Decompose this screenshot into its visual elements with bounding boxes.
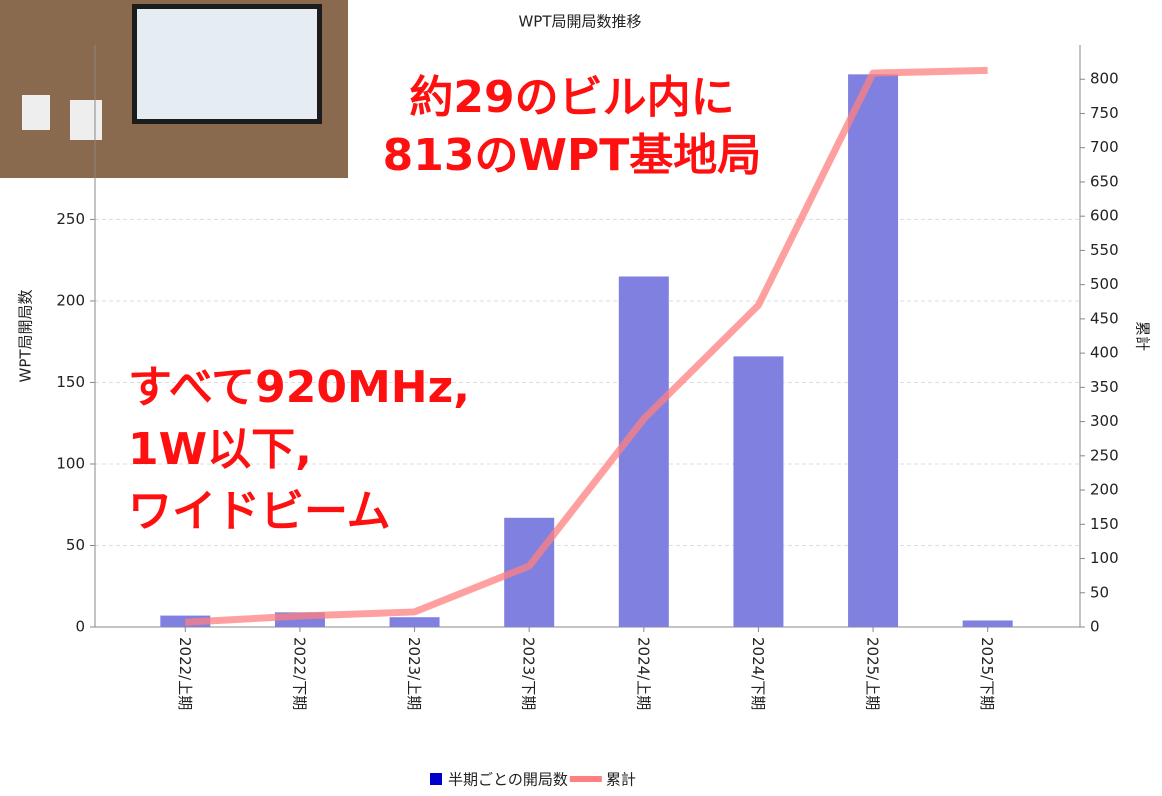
y2-tick-label: 650 [1090,172,1119,190]
y2-tick-label: 400 [1090,344,1119,362]
annotation: 約29のビル内に [409,72,734,123]
x-tick-label: 2025/下期 [978,637,996,710]
y-axis-label: WPT局開局数 [17,289,35,382]
x-tick-label: 2022/上期 [176,637,194,710]
annotation: 813のWPT基地局 [383,130,762,181]
y-tick-label: 0 [75,618,85,636]
y2-tick-label: 200 [1090,481,1119,499]
y2-tick-label: 600 [1090,207,1119,225]
photo-device [70,100,102,140]
legend-label: 半期ごとの開局数 [448,771,568,789]
bar [848,74,898,627]
y-tick-label: 200 [56,291,85,309]
y-tick-label: 50 [66,536,85,554]
y2-tick-label: 750 [1090,104,1119,122]
page: WPT局開局数推移 WPT局開局数 累計 0 50 100 150 200 250 0 50 1… [0,0,1162,796]
bar [963,620,1013,627]
y2-tick-label: 150 [1090,515,1119,533]
y-tick-label: 150 [56,373,85,391]
y2-axis-label: 累計 [1134,321,1152,351]
y2-tick-label: 350 [1090,378,1119,396]
y2-tick-label: 250 [1090,446,1119,464]
x-tick-label: 2025/上期 [864,637,882,710]
y2-tick-label: 550 [1090,241,1119,259]
y2-tick-label: 800 [1090,70,1119,88]
bar [619,276,669,627]
x-tick-label: 2022/下期 [290,637,308,710]
y2-tick-label: 100 [1090,549,1119,567]
photo-screen [137,9,317,119]
x-tick-label: 2024/上期 [634,637,652,710]
x-tick-label: 2023/上期 [405,637,423,710]
x-tick-label: 2023/下期 [520,637,538,710]
y2-tick-label: 50 [1090,583,1109,601]
y-tick-label: 250 [56,210,85,228]
y2-tick-label: 0 [1090,618,1100,636]
photo [0,0,348,178]
bar [390,617,440,627]
annotation: すべて920MHz, [128,362,470,413]
legend-label: 累計 [606,771,636,789]
x-tick-label: 2024/下期 [749,637,767,710]
chart-title: WPT局開局数推移 [518,13,641,31]
photo-device [22,95,50,130]
y2-tick-label: 700 [1090,138,1119,156]
legend-swatch [430,773,442,785]
chart: WPT局開局数推移 WPT局開局数 累計 0 50 100 150 200 250 0 50 1… [0,0,1162,792]
y2-tick-label: 500 [1090,275,1119,293]
y2-tick-label: 450 [1090,309,1119,327]
annotation: 1W以下, [128,424,312,475]
annotation: ワイドビーム [128,486,391,537]
y-tick-label: 100 [56,454,85,472]
bar [733,356,783,627]
y2-tick-label: 300 [1090,412,1119,430]
